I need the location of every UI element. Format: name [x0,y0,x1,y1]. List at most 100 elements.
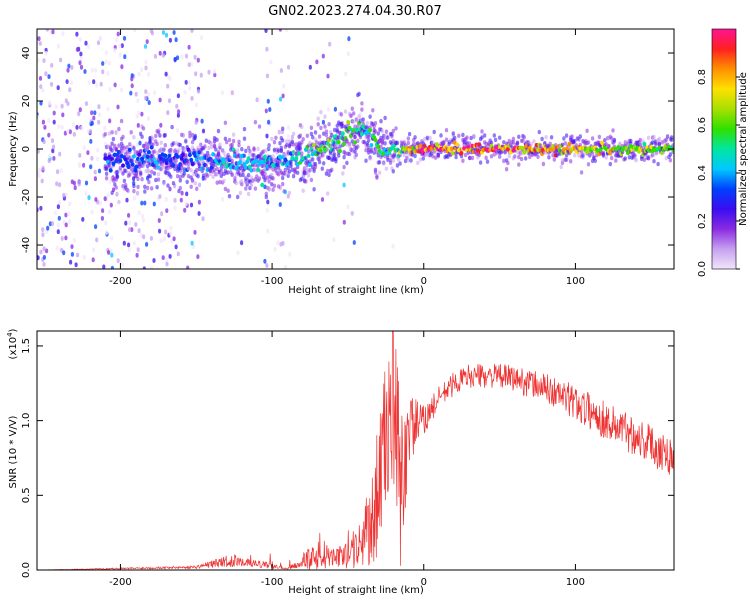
spectrogram-noise-cell [43,125,47,130]
spectrogram-halo-cell [457,144,461,149]
spectrogram-halo-cell [395,140,400,146]
colorbar-tick-label: 0.8 [697,69,708,85]
spectrogram-noise-cell [93,176,97,182]
spectrogram-noise-cell [42,262,46,267]
spectrogram-noise-cell [96,147,100,153]
snr-panel: -200 -100 0 100 0.0 0.5 1.0 1.5 Height of strai… [6,328,675,596]
spectrogram-halo-cell [316,116,320,121]
spectrogram-noise-cell [120,262,124,268]
spectrogram-halo-cell [121,134,125,140]
spectrogram-halo-cell [199,142,203,147]
spectrogram-noise-cell [128,220,132,226]
spectrogram-noise-cell [113,48,117,53]
spectrogram-halo-cell [431,154,435,159]
spectrogram-halo-cell [552,157,556,162]
spectrogram-halo-cell [117,199,121,205]
spectrogram-halo-cell [573,153,577,158]
spectrogram-noise-cell [136,247,140,253]
spectrogram-halo-cell [211,174,215,180]
spectrogram-noise-cell [240,240,244,246]
spectrogram-halo-cell [276,162,281,168]
spectrogram-halo-cell [671,142,674,148]
spectrogram-noise-cell [127,227,132,233]
spectrogram-halo-cell [134,169,139,174]
spectrogram-halo-cell [660,140,664,145]
spectrogram-halo-cell [646,155,651,160]
spectrogram-noise-cell [130,73,134,78]
spectrogram-xlabel: Height of straight line (km) [288,285,424,296]
spectrogram-signal-cell [238,159,243,165]
spectrogram-halo-cell [184,139,188,144]
spectrogram-noise-cell [147,116,151,121]
spectrogram-halo-cell [379,145,383,150]
spectrogram-halo-cell [178,142,182,148]
spectrogram-halo-cell [586,140,591,145]
spectrogram-halo-cell [144,169,148,174]
spectrogram-signal-cell [171,163,176,168]
spectrogram-halo-cell [196,174,200,179]
spectrogram-noise-cell [47,158,51,164]
spectrogram-halo-cell [245,179,249,185]
spectrogram-halo-cell [132,146,136,151]
spectrogram-noise-cell [60,125,64,130]
spectrogram-noise-cell [136,123,140,128]
spectrogram-noise-cell [80,125,84,131]
spectrogram-halo-cell [132,135,136,140]
spectrogram-halo-cell [652,134,656,140]
spectrogram-halo-cell [498,135,502,140]
spectrogram-halo-cell [159,140,163,145]
spectrogram-noise-cell [158,228,162,234]
spectrogram-halo-cell [360,101,364,106]
spectrogram-halo-cell [117,143,121,148]
colorbar-tick-label: 0.0 [697,261,708,277]
spectrogram-noise-cell [42,246,46,252]
spectrogram-noise-cell [113,82,117,88]
spectrogram-noise-cell [82,145,86,151]
spectrogram-halo-cell [246,191,251,197]
spectrogram-halo-cell [241,158,245,163]
spectrogram-noise-cell [159,238,163,244]
spectrogram-noise-cell [98,112,102,118]
spectrogram-noise-cell [108,118,112,124]
spectrogram-halo-cell [159,166,163,172]
spectrogram-noise-cell [176,93,180,99]
spectrogram-halo-cell [285,139,289,144]
spectrogram-signal-cell [346,120,351,125]
spectrogram-noise-cell [199,72,203,78]
spectrogram-halo-cell [103,132,108,137]
spectrogram-halo-cell [585,128,589,133]
spectrogram-noise-cell [180,190,184,196]
colorbar-ticks: 0.0 0.2 0.4 0.6 0.8 [697,28,740,277]
spectrogram-halo-cell [118,166,123,171]
spectrogram-noise-cell [173,205,177,211]
spectrogram-noise-cell [157,218,161,223]
spectrogram-halo-cell [104,176,109,181]
spectrogram-noise-cell [96,156,100,162]
spectrogram-halo-cell [192,161,196,166]
spectrogram-halo-cell [281,181,285,187]
spectrogram-noise-cell [137,71,141,77]
spectrogram-halo-cell [246,145,251,151]
spectrogram-halo-cell [204,138,208,143]
spectrogram-halo-cell [227,137,232,143]
spectrogram-noise-cell [99,35,103,41]
spectrogram-halo-cell [376,131,380,136]
spectrogram-noise-cell [263,258,267,264]
spectrogram-noise-cell [265,73,270,79]
spectrogram-halo-cell [285,142,289,148]
spectrogram-noise-cell [90,120,94,126]
spectrogram-halo-cell [178,185,182,191]
spectrogram-halo-cell [391,139,395,144]
spectrogram-noise-cell [135,114,139,119]
spectrogram-halo-cell [301,137,305,142]
spectrogram-halo-cell [413,153,417,159]
spectrogram-noise-cell [199,35,204,41]
spectrogram-halo-cell [309,131,314,137]
spectrogram-signal-cell [294,155,299,161]
spectrogram-noise-cell [57,215,61,221]
spectrogram-noise-cell [42,139,46,145]
spectrogram-halo-cell [237,143,241,148]
spectrogram-halo-cell [130,158,135,163]
spectrogram-halo-cell [208,171,213,177]
